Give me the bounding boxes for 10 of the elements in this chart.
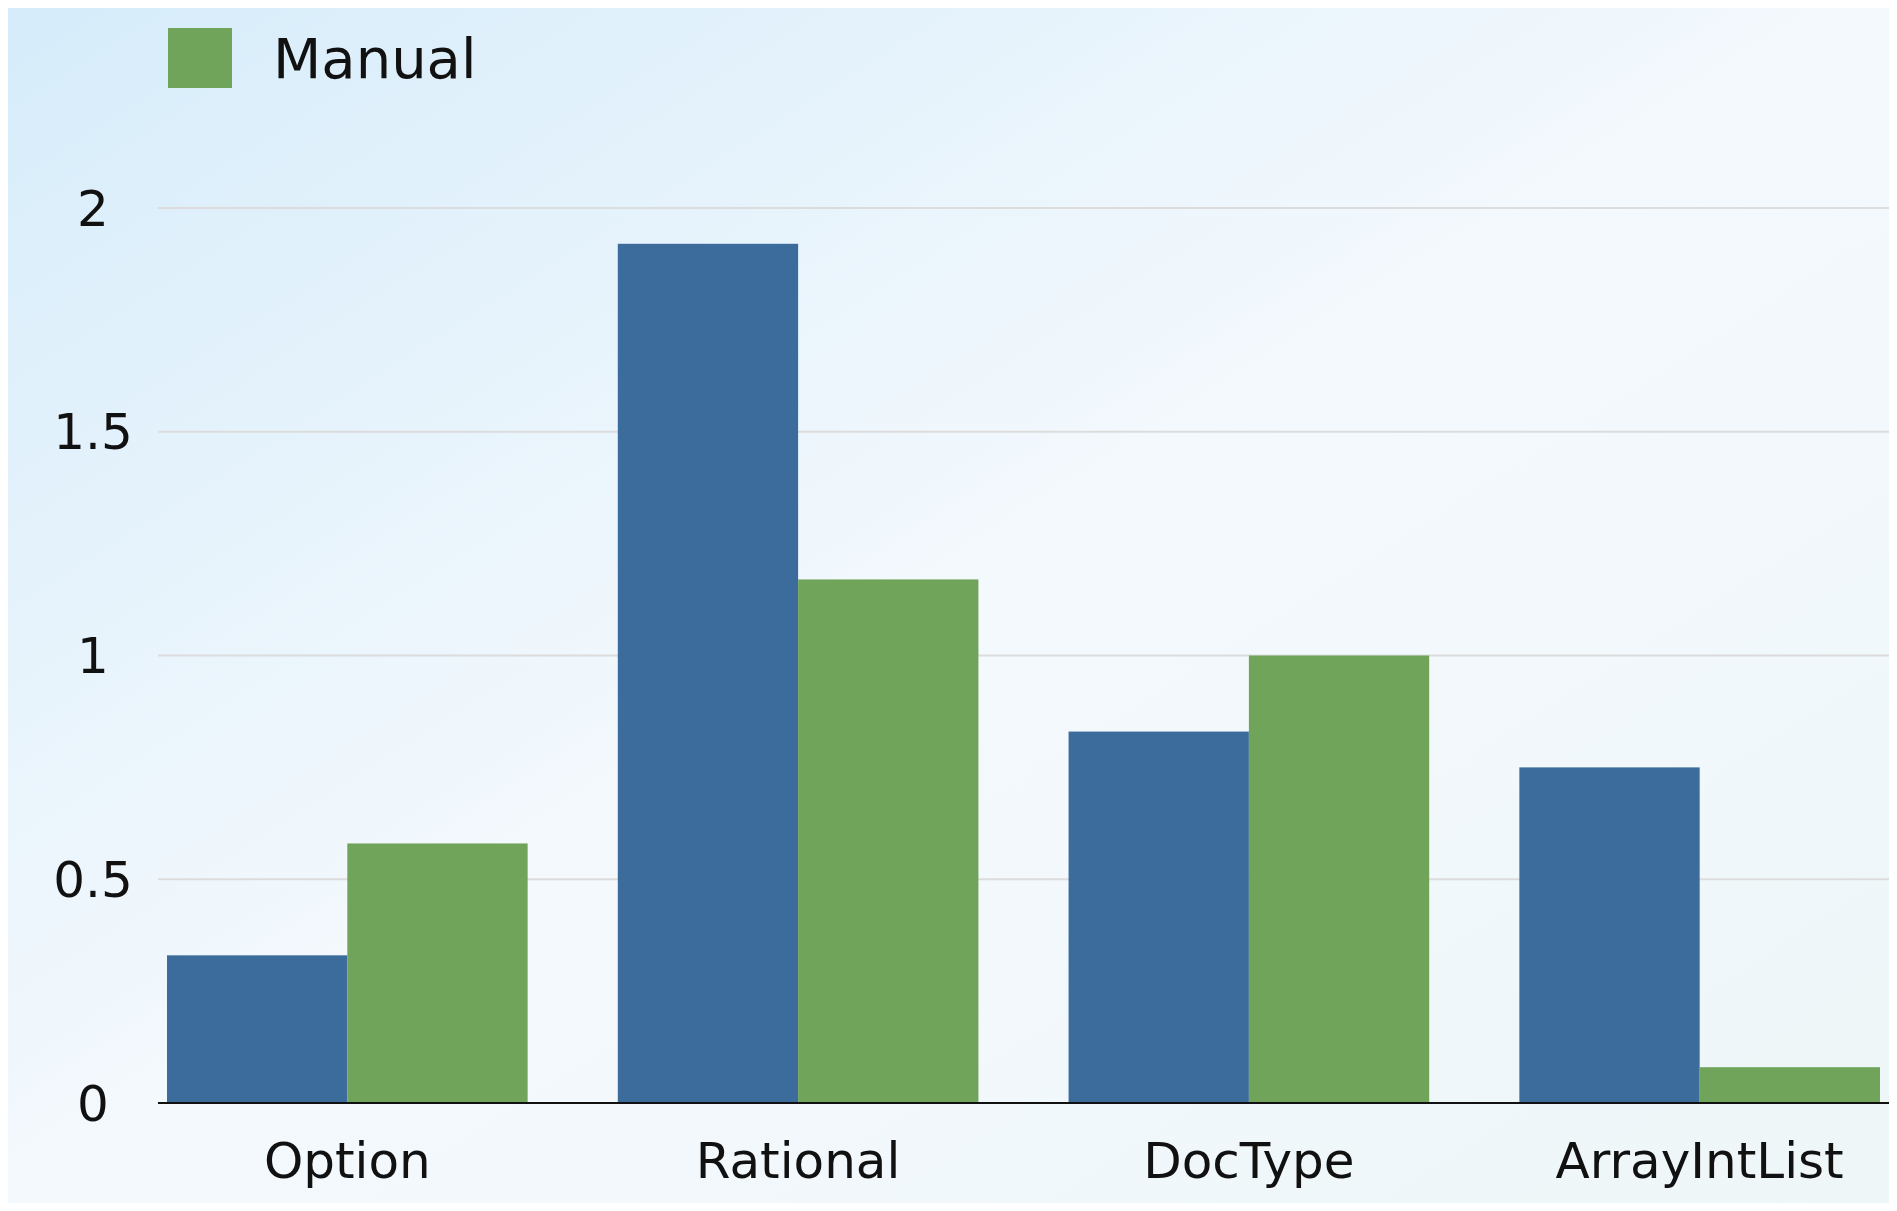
legend-label: Manual	[273, 25, 477, 91]
y-tick-label: 1.5	[53, 403, 133, 462]
x-tick-label: DocType	[1143, 1132, 1355, 1190]
x-tick-label: Rational	[695, 1132, 901, 1190]
y-tick-label: 0.5	[53, 850, 133, 909]
y-tick-label: 0	[77, 1074, 109, 1133]
x-tick-label: ArrayIntList	[1555, 1132, 1844, 1190]
x-tick-label: Option	[263, 1132, 431, 1190]
y-tick-label: 2	[77, 179, 109, 238]
y-tick-label: 1	[77, 627, 109, 685]
